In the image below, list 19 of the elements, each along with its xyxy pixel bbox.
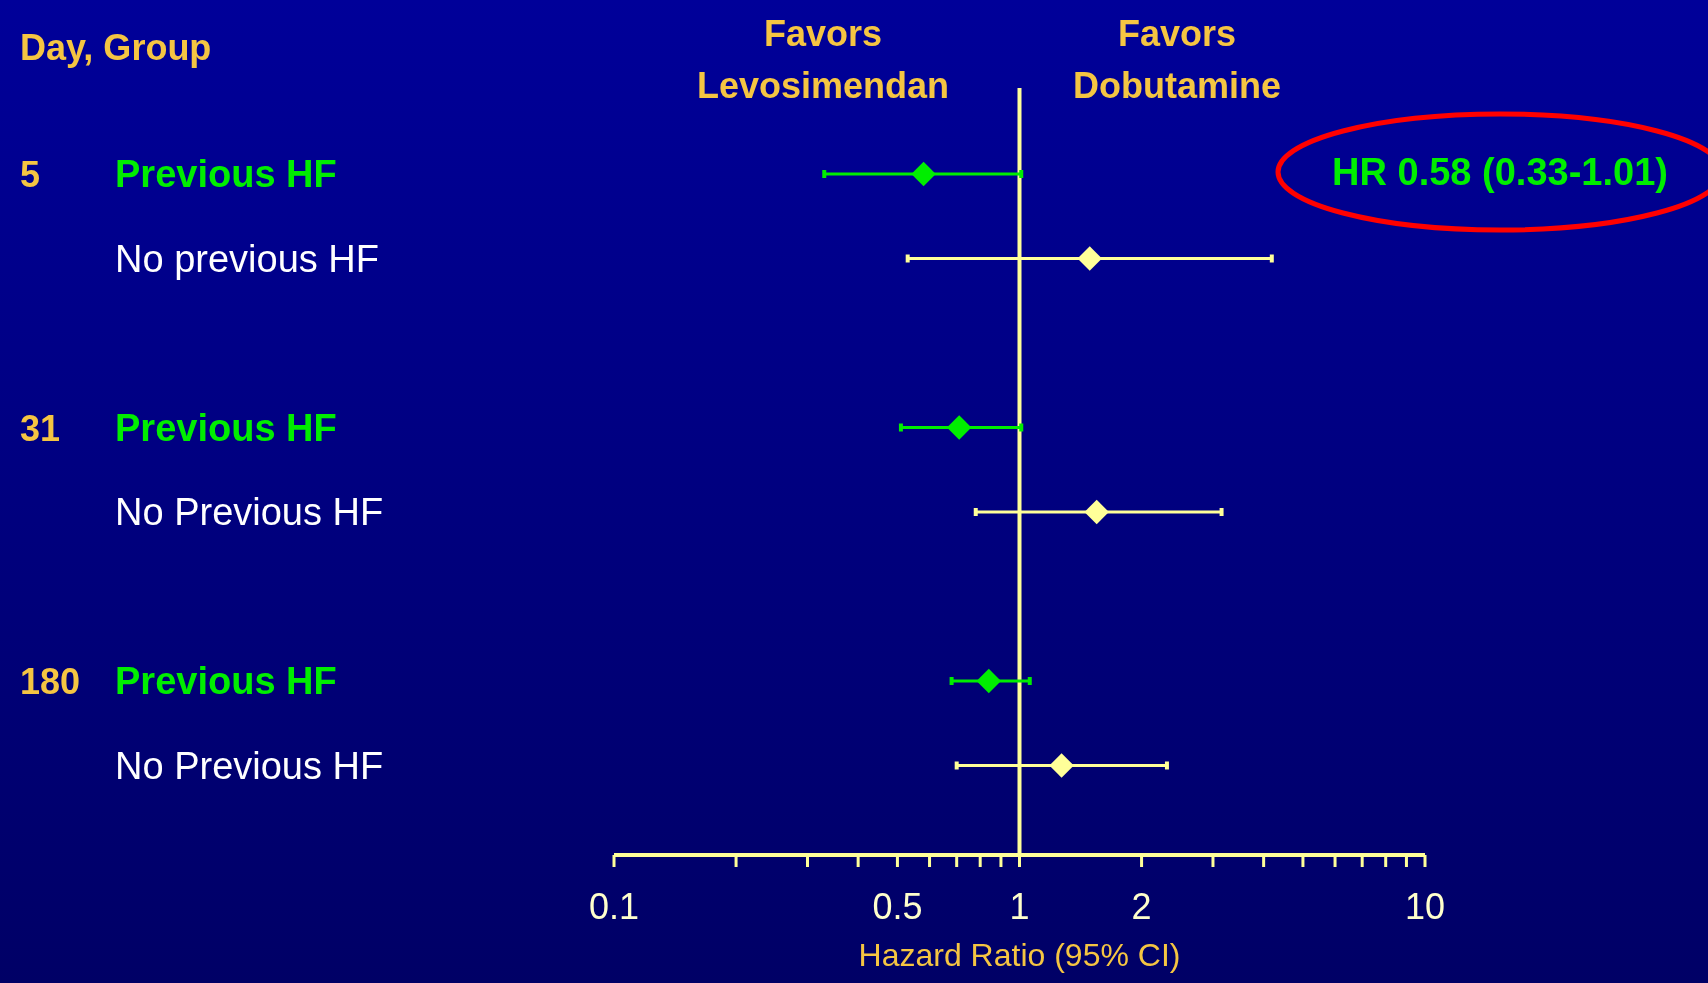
text: 31 [20, 407, 61, 449]
y-tick-label: No previous HF [115, 237, 379, 280]
y-tick-label: No Previous HF [115, 744, 384, 787]
y-tick-label: No Previous HF [115, 491, 384, 533]
text: 5 [20, 154, 41, 195]
annotation: HR 0.58 (0.33-1.01) [1332, 151, 1668, 193]
annotation: Favors Levosimendan [696, 13, 950, 106]
y-tick-label: Previous HF [115, 660, 337, 702]
annotation: Favors Dobutamine [1072, 13, 1282, 106]
x-axis-title: Hazard Ratio (95% CI) [858, 937, 1181, 973]
y-tick-label: Previous HF [115, 153, 337, 195]
x-tick-label: 0.1 [588, 886, 640, 927]
x-tick-label: 10 [1404, 886, 1446, 927]
x-tick-label: 0.5 [872, 886, 923, 927]
y-tick-label: Previous HF [115, 406, 337, 449]
x-tick-label: 1 [1009, 886, 1030, 927]
y-axis-title: Day, Group [20, 27, 212, 68]
x-tick-label: 2 [1131, 886, 1152, 927]
text: 180 [20, 661, 81, 702]
